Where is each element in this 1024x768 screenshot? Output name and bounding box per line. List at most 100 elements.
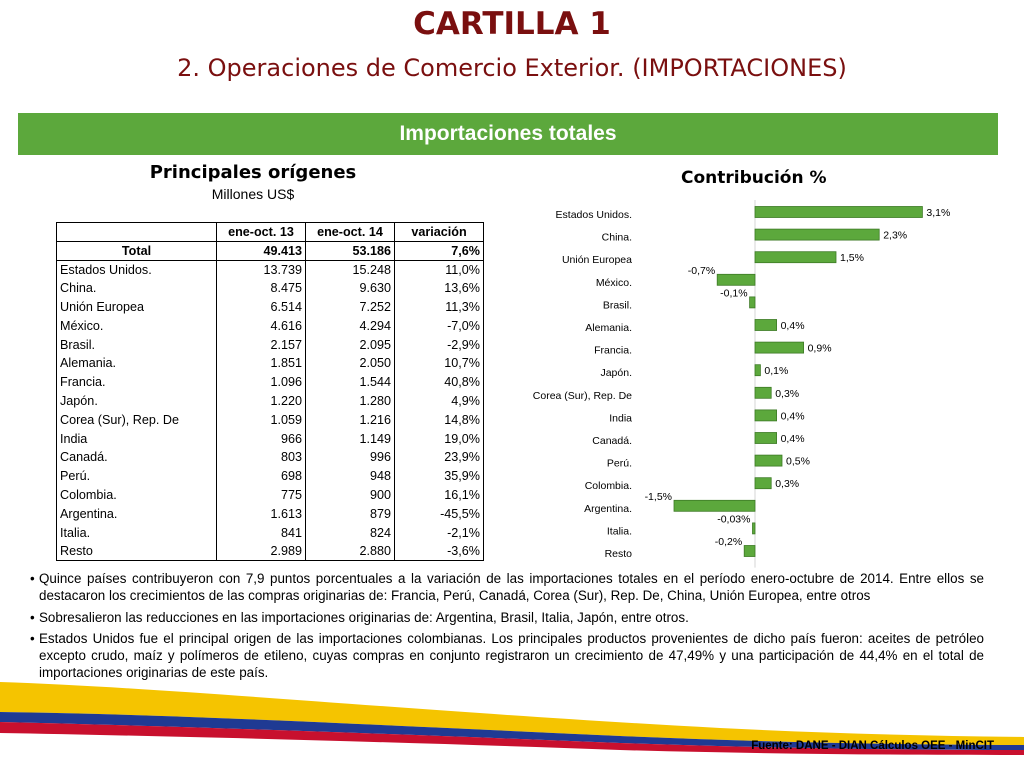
value-cell: 996	[305, 448, 395, 467]
data-label: -1,5%	[645, 491, 672, 503]
contribution-bar	[754, 432, 778, 444]
contribution-bar	[754, 251, 837, 264]
table-header-row: ene-oct. 13 ene-oct. 14 variación	[56, 222, 484, 242]
country-cell: Perú.	[56, 466, 217, 486]
table-row: Canadá. 803 996 23,9%	[56, 448, 484, 467]
value-cell: 16,1%	[394, 485, 484, 505]
value-cell: 900	[305, 485, 395, 505]
value-cell: 8.475	[216, 278, 306, 298]
table-row: Estados Unidos. 13.739 15.248 11,0%	[56, 260, 484, 279]
value-cell: 2.095	[305, 335, 395, 355]
category-label: Argentina.	[584, 503, 632, 515]
category-label: Japón.	[600, 367, 632, 379]
value-cell: 13,6%	[394, 278, 484, 298]
country-cell: Corea (Sur), Rep. De	[56, 410, 217, 430]
category-label: Resto	[605, 548, 633, 560]
contribution-bar	[743, 545, 756, 557]
contribution-chart: Estados Unidos. 3,1% China. 2,3% Unión Europ…	[533, 200, 950, 568]
category-label: Corea (Sur), Rep. De	[533, 390, 632, 402]
value-cell: 1.613	[216, 504, 306, 524]
contribution-bar	[754, 206, 923, 218]
value-cell: -7,0%	[394, 316, 484, 336]
table-total-row: Total 49.413 53.186 7,6%	[56, 241, 484, 261]
data-label: -0,2%	[715, 536, 742, 548]
header-cell: variación	[394, 222, 484, 242]
data-label: -0,1%	[720, 287, 747, 299]
value-cell: 1.220	[216, 391, 306, 411]
bullet-list: Quince países contribuyeron con 7,9 punt…	[30, 571, 984, 687]
contribution-bar	[716, 273, 756, 286]
table-row: Corea (Sur), Rep. De 1.059 1.216 14,8%	[56, 410, 484, 430]
total-value: 7,6%	[394, 241, 484, 261]
value-cell: 775	[216, 485, 306, 505]
value-cell: -2,9%	[394, 335, 484, 355]
data-label: 0,3%	[775, 388, 799, 400]
value-cell: -3,6%	[394, 542, 484, 562]
contribution-bar	[754, 341, 804, 354]
country-cell: Argentina.	[56, 504, 217, 524]
total-value: 49.413	[216, 241, 306, 261]
category-label: Colombia.	[585, 480, 632, 492]
value-cell: 2.157	[216, 335, 306, 355]
table-row: Resto 2.989 2.880 -3,6%	[56, 542, 484, 562]
total-label: Total	[56, 241, 217, 261]
value-cell: 1.096	[216, 372, 306, 392]
country-cell: Italia.	[56, 523, 217, 543]
table-subtitle: Millones US$	[211, 186, 295, 202]
value-cell: 35,9%	[394, 466, 484, 486]
value-cell: 698	[216, 466, 306, 486]
chart-title: Contribución %	[681, 168, 827, 188]
page-title: CARTILLA 1	[413, 6, 611, 42]
category-label: Brasil.	[603, 299, 632, 311]
country-cell: India	[56, 429, 217, 449]
value-cell: 1.149	[305, 429, 395, 449]
value-cell: 11,3%	[394, 297, 484, 317]
contribution-bar	[673, 499, 756, 512]
value-cell: 14,8%	[394, 410, 484, 430]
value-cell: -45,5%	[394, 504, 484, 524]
data-label: 0,4%	[781, 433, 805, 445]
total-value: 53.186	[305, 241, 395, 261]
data-label: 0,3%	[775, 478, 799, 490]
data-label: 0,4%	[781, 410, 805, 422]
country-cell: Alemania.	[56, 354, 217, 373]
contribution-bar	[754, 454, 783, 467]
data-label: 2,3%	[883, 230, 907, 242]
table-row: México. 4.616 4.294 -7,0%	[56, 316, 484, 336]
data-label: -0,03%	[717, 513, 750, 525]
data-label: 0,5%	[786, 456, 810, 468]
value-cell: 9.630	[305, 278, 395, 298]
value-cell: 4.294	[305, 316, 395, 336]
country-cell: Estados Unidos.	[56, 260, 217, 279]
category-label: Unión Europea	[562, 254, 632, 266]
data-label: 1,5%	[840, 252, 864, 264]
value-cell: 966	[216, 429, 306, 449]
table-row: Francia. 1.096 1.544 40,8%	[56, 372, 484, 392]
value-cell: 6.514	[216, 297, 306, 317]
category-label: Perú.	[607, 458, 632, 470]
value-cell: 40,8%	[394, 372, 484, 392]
value-cell: 10,7%	[394, 354, 484, 373]
table-row: Perú. 698 948 35,9%	[56, 466, 484, 486]
table-row: Alemania. 1.851 2.050 10,7%	[56, 354, 484, 373]
category-label: Estados Unidos.	[556, 209, 632, 221]
table-row: Colombia. 775 900 16,1%	[56, 485, 484, 505]
value-cell: 7.252	[305, 297, 395, 317]
data-label: -0,7%	[688, 265, 715, 277]
country-cell: Canadá.	[56, 448, 217, 467]
value-cell: 879	[305, 504, 395, 524]
value-cell: 4.616	[216, 316, 306, 336]
bullet-item: Quince países contribuyeron con 7,9 punt…	[30, 571, 984, 605]
value-cell: -2,1%	[394, 523, 484, 543]
table-row: Argentina. 1.613 879 -45,5%	[56, 504, 484, 524]
table-row: Unión Europea 6.514 7.252 11,3%	[56, 297, 484, 317]
contribution-bar	[754, 228, 880, 241]
country-cell: México.	[56, 316, 217, 336]
category-label: Alemania.	[585, 322, 632, 334]
country-cell: Japón.	[56, 391, 217, 411]
value-cell: 15.248	[305, 260, 395, 279]
contribution-bar	[752, 522, 756, 535]
value-cell: 948	[305, 466, 395, 486]
value-cell: 19,0%	[394, 429, 484, 449]
table-row: India 966 1.149 19,0%	[56, 429, 484, 449]
